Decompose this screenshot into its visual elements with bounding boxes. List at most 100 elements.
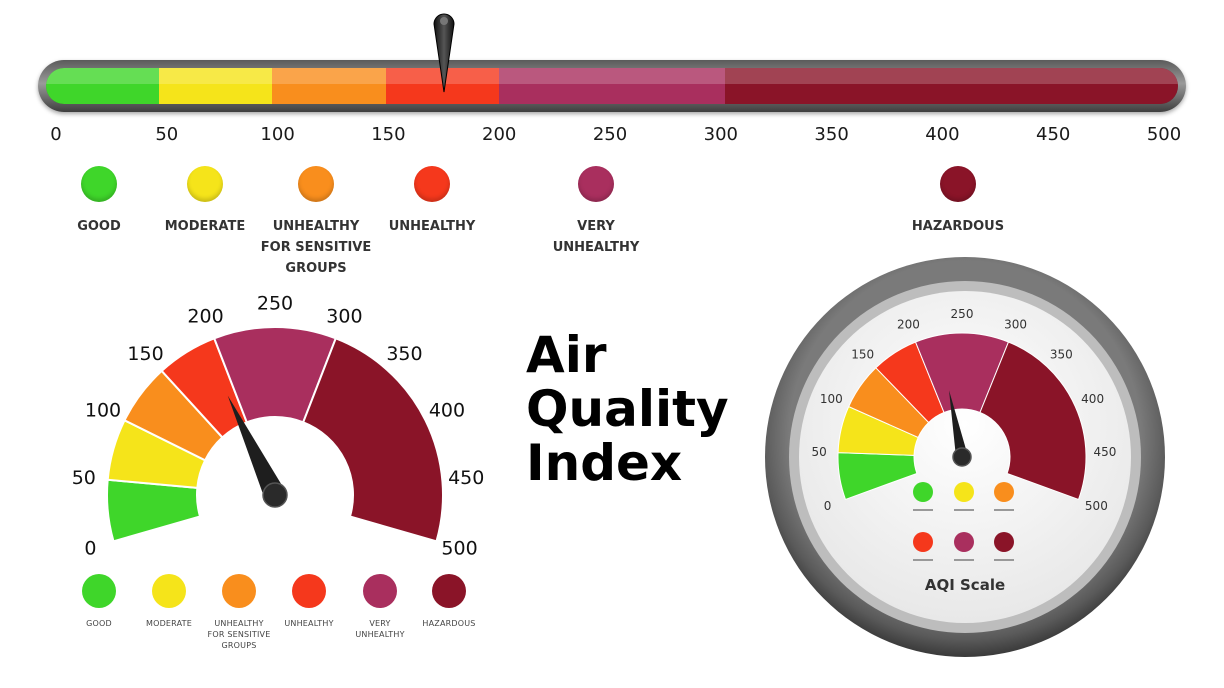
scale-tick-500: 500 xyxy=(1146,124,1182,145)
legend-label: GOOD xyxy=(77,219,121,234)
gauge-label-350: 350 xyxy=(386,343,422,365)
legend-dot xyxy=(414,166,450,202)
aqi-dial-gauge: 0 50 100 150 200 250 300 350 400 450 500 xyxy=(765,257,1165,657)
legend-label: UNHEALTHY xyxy=(388,219,476,234)
gauge-needle-blade xyxy=(227,395,285,500)
gauge-legend: GOOD MODERATE UNHEALTHY FOR SENSITIVE GROU… xyxy=(50,574,510,674)
legend-label: MODERATE xyxy=(164,219,246,234)
dial-legend-dot-0 xyxy=(913,482,933,502)
gauge-label-450: 450 xyxy=(448,467,484,489)
gauge-legend-item: GOOD xyxy=(54,574,144,629)
dial-label-300: 300 xyxy=(1004,318,1027,332)
gauge-legend-item: UNHEALTHY FOR SENSITIVE GROUPS xyxy=(194,574,284,651)
dial-label-250: 250 xyxy=(951,307,974,321)
gauge-legend-label: MODERATE xyxy=(145,619,193,628)
gauge-labels: 0 50 100 150 200 250 300 350 400 450 500 xyxy=(72,293,485,560)
dial-legend-dot-5 xyxy=(994,532,1014,552)
gauge-label-150: 150 xyxy=(127,343,163,365)
gauge-legend-item: UNHEALTHY xyxy=(264,574,354,629)
gauge-label-300: 300 xyxy=(326,306,362,328)
legend-label: UNHEALTHY FOR SENSITIVE GROUPS xyxy=(260,219,372,276)
gauge-legend-label: GOOD xyxy=(86,619,112,628)
scale-tick-100: 100 xyxy=(260,124,295,145)
gauge-legend-dot xyxy=(363,574,397,608)
dial-label-150: 150 xyxy=(851,347,874,361)
scale-segment-0 xyxy=(46,68,160,104)
dial-caption: AQI Scale xyxy=(924,576,1006,594)
legend-dot xyxy=(187,166,223,202)
dial-label-0: 0 xyxy=(824,499,832,513)
dial-label-450: 450 xyxy=(1093,445,1116,459)
gauge-label-200: 200 xyxy=(187,306,223,328)
gauge-legend-label: HAZARDOUS xyxy=(422,619,476,628)
legend-label: HAZARDOUS xyxy=(911,219,1005,234)
dial-labels: 0 50 100 150 200 250 300 350 400 450 500 xyxy=(811,307,1116,513)
scale-tick-150: 150 xyxy=(371,124,406,145)
legend-dot xyxy=(940,166,976,202)
scale-segment-4 xyxy=(498,68,726,104)
legend-item: MODERATE xyxy=(120,166,290,237)
dial-label-100: 100 xyxy=(820,392,843,406)
gauge-needle-hub xyxy=(262,482,288,508)
dial-needle-blade xyxy=(949,390,968,459)
dial-needle-hub xyxy=(952,447,972,467)
gauge-legend-item: VERY UNHEALTHY xyxy=(335,574,425,640)
gauge-label-250: 250 xyxy=(257,293,293,315)
scale-tick-350: 350 xyxy=(814,124,849,145)
dial-label-50: 50 xyxy=(811,445,826,459)
scale-segment-2 xyxy=(272,68,386,104)
gauge-label-50: 50 xyxy=(72,467,96,489)
dial-label-400: 400 xyxy=(1081,392,1104,406)
gauge-legend-label: UNHEALTHY FOR SENSITIVE GROUPS xyxy=(207,619,271,650)
dial-legend-label-mark-2 xyxy=(994,509,1014,511)
scale-tick-400: 400 xyxy=(925,124,960,145)
dial-legend-dot-4 xyxy=(954,532,974,552)
dial-legend-label-mark-4 xyxy=(954,559,974,561)
aqi-scale-bar xyxy=(46,68,1178,104)
gauge-legend-dot xyxy=(292,574,326,608)
scale-pointer-icon xyxy=(433,13,455,93)
dial-legend-dot-2 xyxy=(994,482,1014,502)
dial-legend-label-mark-1 xyxy=(954,509,974,511)
scale-tick-250: 250 xyxy=(592,124,628,145)
gauge-label-0: 0 xyxy=(84,538,96,560)
dial-segment-5 xyxy=(979,341,1087,501)
legend-label: VERY UNHEALTHY xyxy=(552,219,640,255)
scale-segment-5 xyxy=(725,68,1178,104)
legend-item: VERY UNHEALTHY xyxy=(511,166,681,258)
legend-item: UNHEALTHY FOR SENSITIVE GROUPS xyxy=(231,166,401,279)
gauge-segments xyxy=(106,326,444,543)
page-title: Air Quality Index xyxy=(526,326,729,492)
aqi-half-gauge: 0 50 100 150 200 250 300 350 400 450 500 xyxy=(72,293,485,560)
gauge-label-400: 400 xyxy=(429,399,465,421)
dial-needle-icon xyxy=(949,390,972,467)
gauge-legend-dot xyxy=(82,574,116,608)
dial-legend-label-mark-0 xyxy=(913,509,933,511)
legend-dot xyxy=(81,166,117,202)
dial-legend-dot-3 xyxy=(913,532,933,552)
dial-label-350: 350 xyxy=(1050,347,1073,361)
legend-item: GOOD xyxy=(14,166,184,237)
gauge-legend-dot xyxy=(152,574,186,608)
gauge-legend-dot xyxy=(432,574,466,608)
legend-dot xyxy=(298,166,334,202)
gauge-segment-0 xyxy=(106,478,202,543)
gauge-segment-5 xyxy=(301,337,444,543)
aqi-scale-tick-labels: 0 50 100 150 200 250 300 350 400 450 500 xyxy=(0,124,1224,148)
aqi-category-legend: GOOD MODERATE UNHEALTHY FOR SENSITIVE GROU… xyxy=(0,166,1224,276)
dial-segments xyxy=(837,332,1087,501)
gauge-label-500: 500 xyxy=(441,538,477,560)
scale-tick-50: 50 xyxy=(155,124,179,145)
gauge-needle-icon xyxy=(227,395,288,508)
dial-legend-label-mark-3 xyxy=(913,559,933,561)
gauge-legend-label: UNHEALTHY xyxy=(284,619,334,628)
gauge-legend-item: MODERATE xyxy=(124,574,214,629)
scale-segment-1 xyxy=(159,68,273,104)
scale-tick-0: 0 xyxy=(50,124,62,145)
scale-tick-300: 300 xyxy=(703,124,738,145)
gauge-legend-dot xyxy=(222,574,256,608)
scale-tick-450: 450 xyxy=(1036,124,1071,145)
legend-item: HAZARDOUS xyxy=(873,166,1043,237)
legend-dot xyxy=(578,166,614,202)
dial-legend-dot-1 xyxy=(954,482,974,502)
